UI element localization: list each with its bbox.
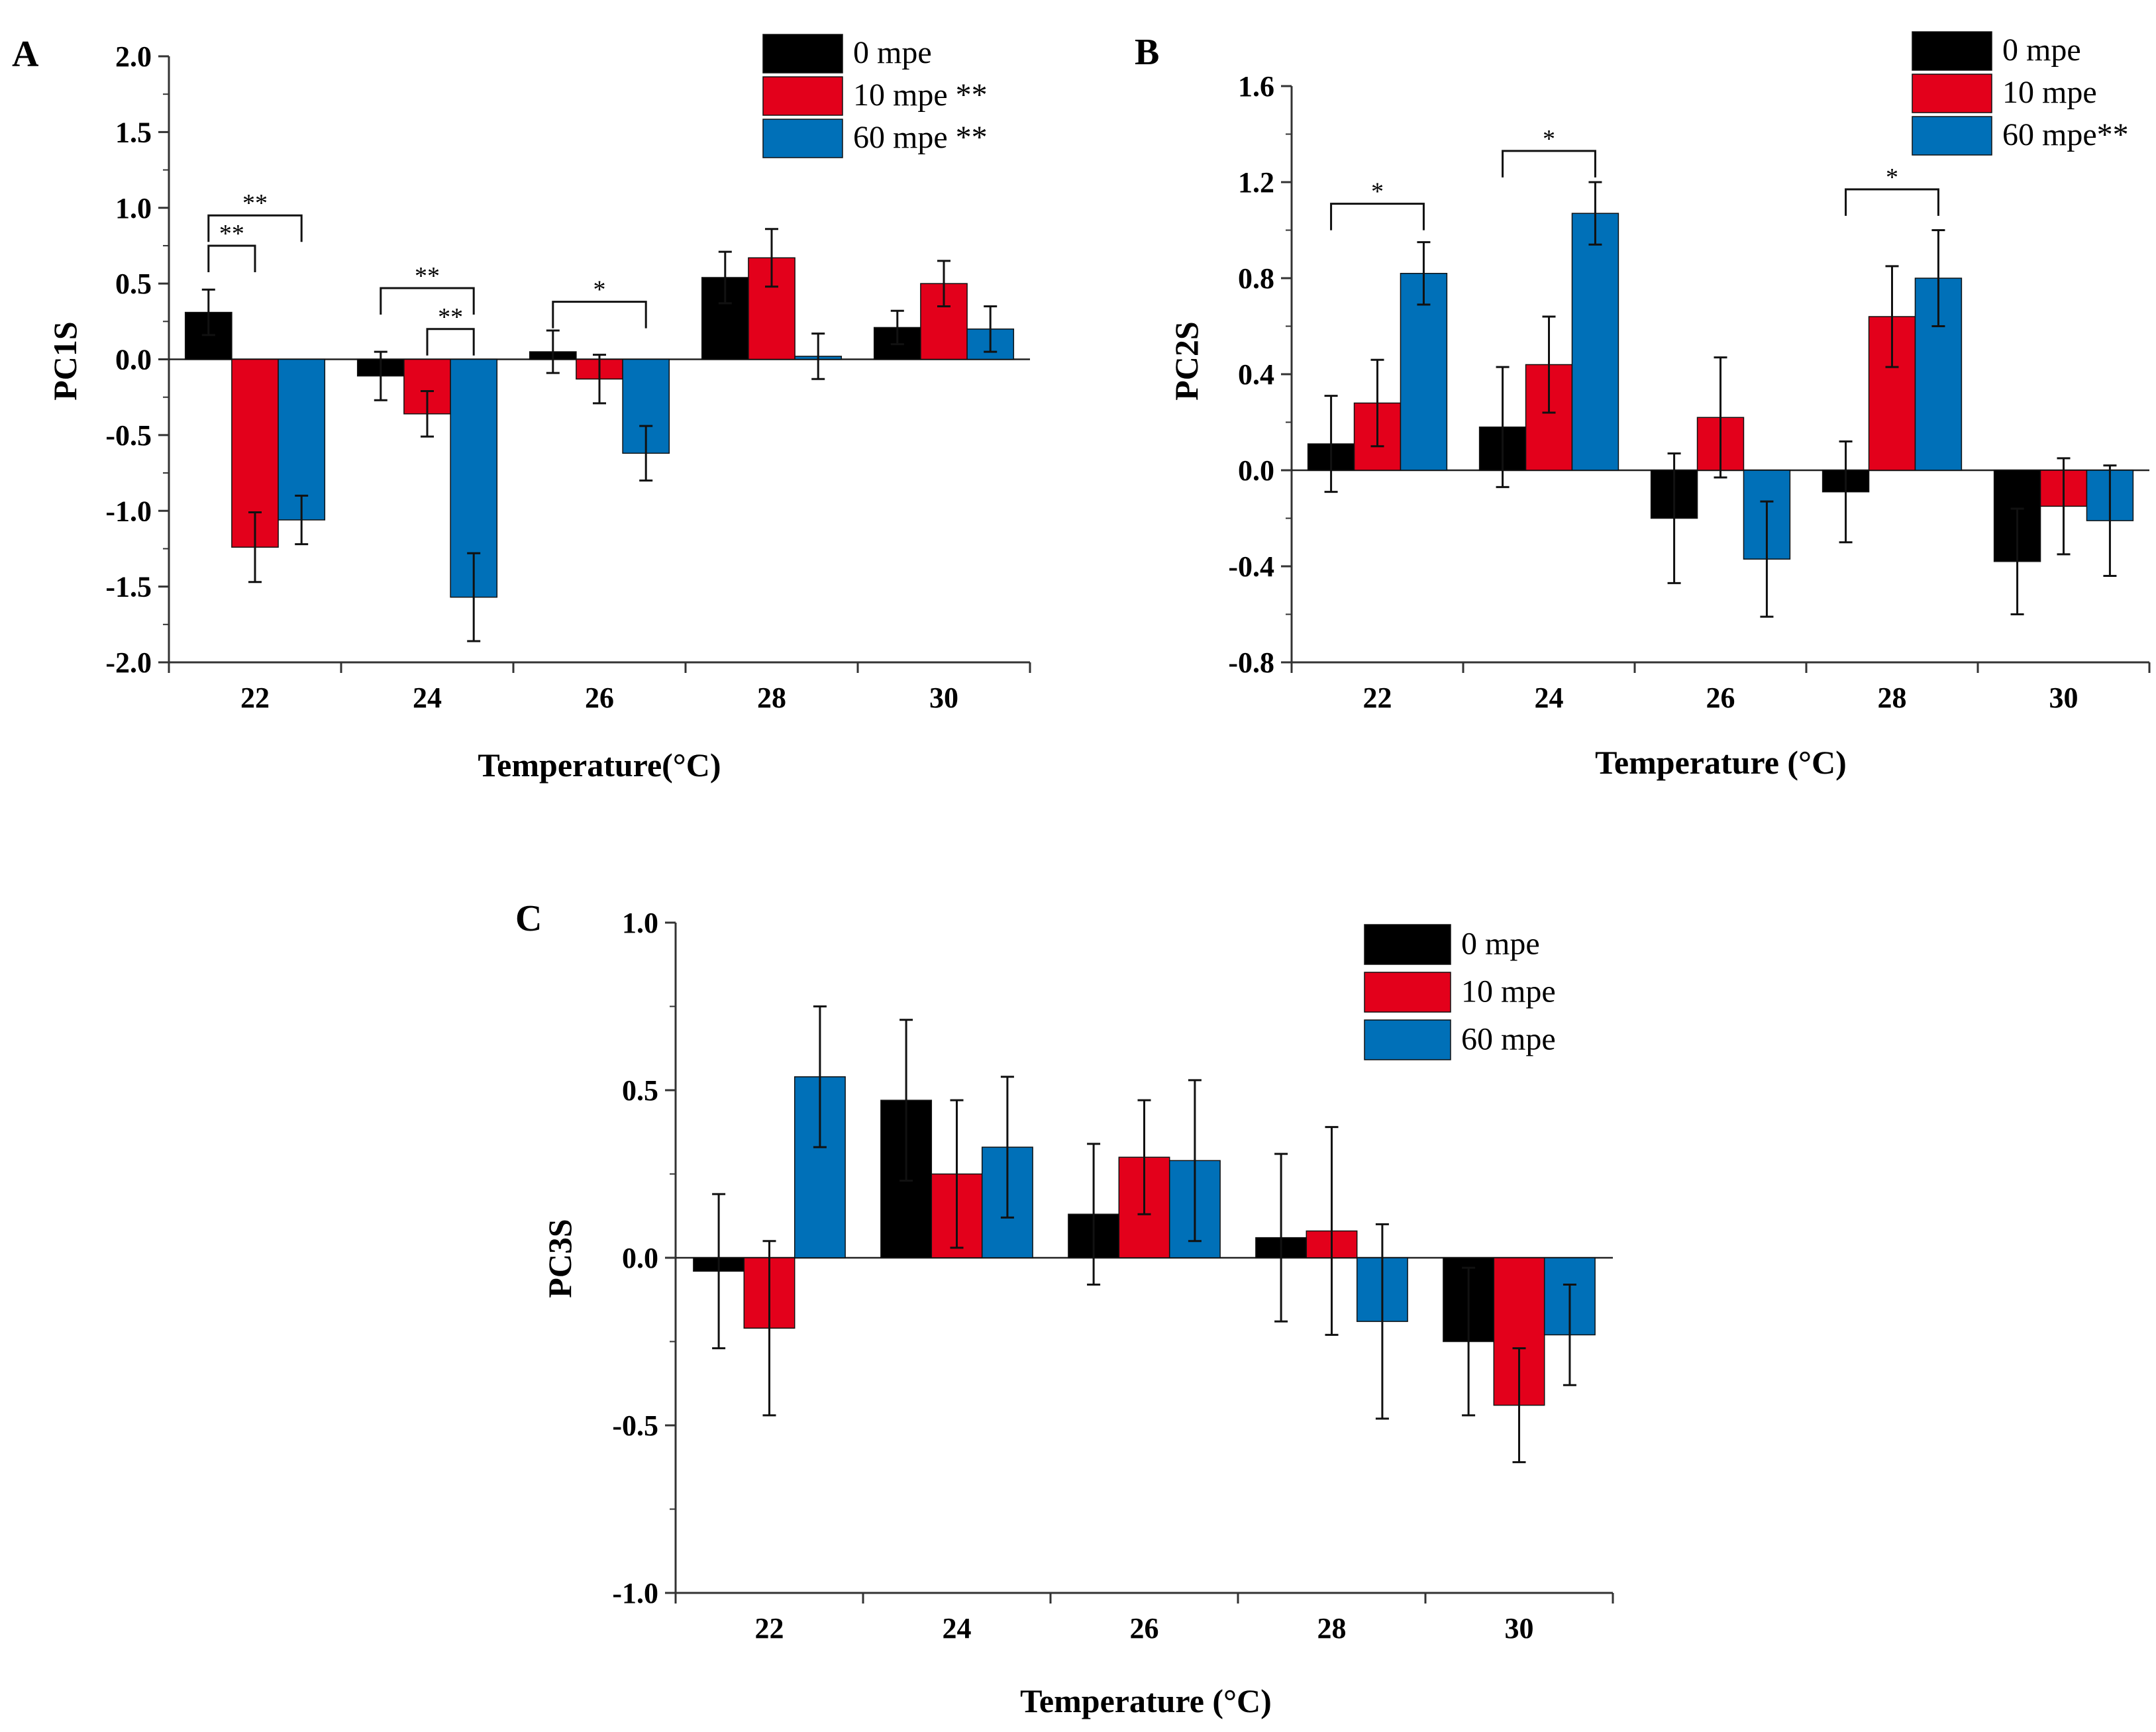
panel-a-significance-bracket	[380, 287, 475, 315]
panel-a-significance-bracket	[207, 244, 256, 272]
panel-b-x-tick-label: 28	[1878, 682, 1907, 714]
panel-b-y-tick-label: 0.4	[1238, 358, 1274, 391]
panel-a-x-tick-label: 24	[413, 682, 442, 714]
panel-b-legend-swatch	[1912, 74, 1992, 113]
panel-a-significance-bracket	[207, 214, 303, 242]
panel-a-y-tick-label: 1.0	[115, 192, 152, 225]
panel-b-bar	[1571, 213, 1619, 471]
panel-b-y-tick-label: 1.2	[1238, 166, 1274, 199]
panel-b-significance-label: *	[1543, 125, 1555, 153]
panel-c-y-tick-label: -1.0	[612, 1577, 658, 1609]
panel-a-significance-bracket	[426, 328, 475, 356]
panel-c-legend-label: 60 mpe	[1461, 1021, 1556, 1056]
panel-c-x-tick-label: 30	[1505, 1612, 1534, 1645]
panel-a-x-axis-title: Temperature(°C)	[478, 746, 721, 784]
panel-a-legend-swatch	[762, 119, 843, 158]
panel-c-x-tick-label: 24	[943, 1612, 972, 1645]
panel-a-y-axis-title: PC1S	[46, 321, 83, 400]
panel-c-legend-label: 0 mpe	[1461, 926, 1540, 961]
panel-c-y-axis-title: PC3S	[541, 1219, 578, 1298]
panel-b-significance-label: *	[1886, 164, 1898, 191]
panel-a-chart: A Temperature(°C) PC1S 2.0 1.5 1.0 0.5 0.0 -0…	[12, 34, 1031, 784]
panel-a-y-tick-label: 0.5	[115, 268, 152, 300]
panel-b-y-tick-label: -0.4	[1228, 550, 1274, 583]
panel-b-x-tick-label: 30	[2049, 682, 2079, 714]
panel-c-x-tick-label: 26	[1130, 1612, 1159, 1645]
panel-c-y-tick-label: 0.0	[622, 1242, 658, 1274]
panel-c-x-tick-label: 22	[755, 1612, 784, 1645]
panel-a-legend-swatch	[762, 76, 843, 116]
panel-b-x-axis-title: Temperature (°C)	[1595, 744, 1847, 781]
panel-b-x-tick-label: 24	[1535, 682, 1564, 714]
panel-b-significance-bracket	[1502, 150, 1596, 178]
panel-b-x-tick-label: 26	[1706, 682, 1735, 714]
panel-b-x-tick-label: 22	[1363, 682, 1392, 714]
panel-a-bar	[278, 358, 326, 521]
panel-a-legend-label: 10 mpe **	[853, 77, 988, 113]
panel-c-y-tick-label: -0.5	[612, 1409, 658, 1442]
panel-b-y-axis-title: PC2S	[1168, 321, 1205, 400]
panel-a-significance-label: **	[219, 220, 244, 248]
panel-a-x-tick-label: 30	[929, 682, 958, 714]
panel-b-letter: B	[1135, 32, 1159, 73]
panel-b-y-tick-label: 0.0	[1238, 454, 1274, 487]
panel-a-y-tick-label: -1.0	[105, 495, 152, 527]
panel-c-x-axis-title: Temperature (°C)	[1020, 1682, 1272, 1719]
panel-a-legend-label: 60 mpe **	[853, 120, 988, 155]
panel-c-legend-swatch	[1364, 924, 1451, 965]
panel-a-legend-label: 0 mpe	[853, 35, 932, 70]
panel-a-y-tick-label: 1.5	[115, 116, 152, 148]
panel-a-x-tick-label: 26	[585, 682, 614, 714]
panel-c-legend-swatch	[1364, 972, 1451, 1013]
panel-a-significance-label: *	[593, 276, 606, 304]
panel-b-bar	[1400, 273, 1448, 471]
panel-a-y-tick-label: 2.0	[115, 40, 152, 73]
panel-b-y-tick-label: 1.6	[1238, 70, 1274, 103]
panel-a-x-tick-label: 22	[240, 682, 270, 714]
panel-b-significance-bracket	[1845, 188, 1939, 216]
panel-b-legend-label: 0 mpe	[2002, 32, 2081, 68]
panel-b-legend-swatch	[1912, 31, 1992, 71]
panel-b-y-tick-label: 0.8	[1238, 262, 1274, 295]
panel-b-legend-label: 60 mpe**	[2002, 117, 2129, 152]
panel-a-letter: A	[12, 34, 39, 75]
panel-b-significance-label: *	[1371, 178, 1384, 206]
panel-b-significance-bracket	[1330, 203, 1425, 230]
panel-b-y-tick-label: -0.8	[1228, 646, 1274, 679]
panel-c-x-tick-label: 28	[1317, 1612, 1347, 1645]
panel-a-y-tick-label: -1.5	[105, 571, 152, 603]
panel-a-y-tick-label: -2.0	[105, 646, 152, 679]
panel-c-chart: C Temperature (°C) PC3S 1.0 0.5 0.0 -0.5 -1.…	[515, 898, 1614, 1719]
panel-c-legend-swatch	[1364, 1019, 1451, 1060]
panel-a-significance-label: **	[242, 189, 268, 217]
panel-c-letter: C	[515, 898, 542, 939]
panel-c-y-tick-label: 0.5	[622, 1074, 658, 1107]
panel-a-y-tick-label: -0.5	[105, 419, 152, 452]
panel-a-significance-label: **	[415, 262, 440, 290]
panel-b-chart: B Temperature (°C) PC2S 1.6 1.2 0.8 0.4 0.0 -…	[1135, 31, 2151, 781]
panel-c-y-tick-label: 1.0	[622, 907, 658, 939]
panel-a-y-tick-label: 0.0	[115, 344, 152, 376]
panel-a-significance-label: **	[438, 303, 463, 331]
panel-a-significance-bracket	[552, 301, 647, 329]
panel-c-legend-label: 10 mpe	[1461, 974, 1556, 1009]
panel-b-legend-label: 10 mpe	[2002, 75, 2097, 110]
panel-b-legend-swatch	[1912, 116, 1992, 156]
panel-a-legend-swatch	[762, 34, 843, 74]
panel-a-x-tick-label: 28	[757, 682, 786, 714]
